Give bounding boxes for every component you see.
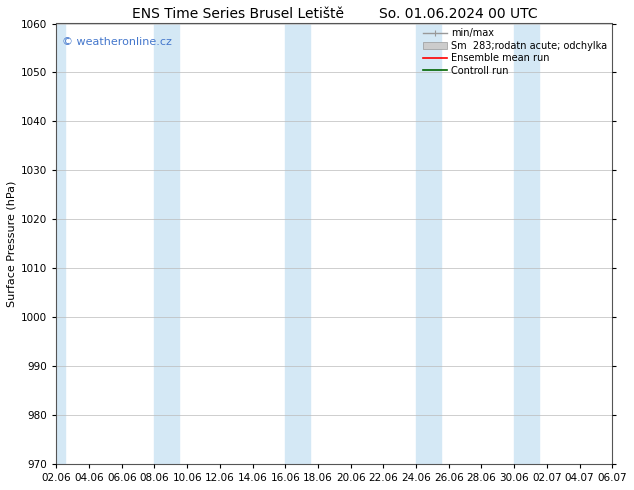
Bar (56, 24, 65, 464)
Bar (285, 24, 310, 464)
Bar (514, 24, 539, 464)
Text: © weatheronline.cz: © weatheronline.cz (62, 37, 172, 47)
Y-axis label: Surface Pressure (hPa): Surface Pressure (hPa) (7, 181, 17, 307)
Bar (155, 24, 179, 464)
Bar (416, 24, 441, 464)
Legend: min/max, Sm  283;rodatn acute; odchylka, Ensemble mean run, Controll run: min/max, Sm 283;rodatn acute; odchylka, … (421, 26, 609, 77)
Title: ENS Time Series Brusel Letiště        So. 01.06.2024 00 UTC: ENS Time Series Brusel Letiště So. 01.06… (131, 7, 537, 21)
